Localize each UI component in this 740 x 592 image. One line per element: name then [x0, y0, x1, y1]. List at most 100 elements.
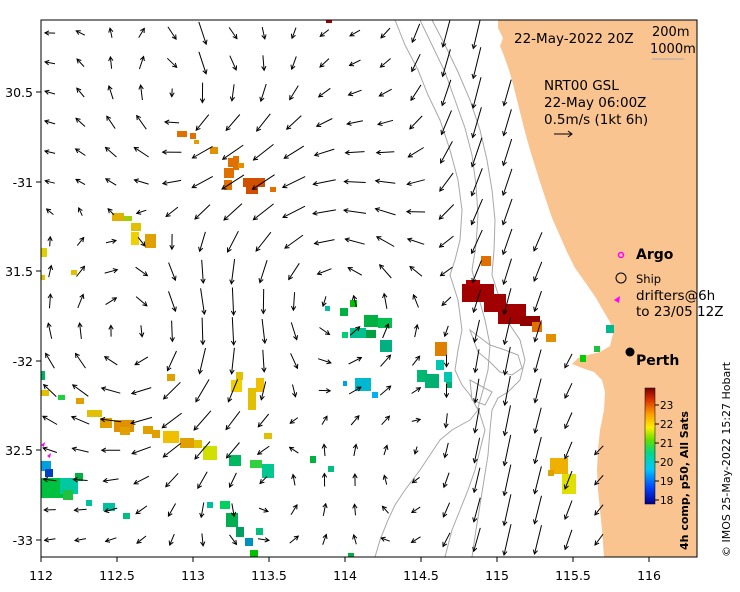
current-vector-shaft [107, 208, 115, 216]
current-vector-shaft [134, 179, 149, 185]
current-vector-shaft [322, 503, 327, 516]
current-vector-shaft [161, 412, 183, 429]
current-vector-head [165, 212, 171, 218]
current-vector-shaft [135, 505, 148, 515]
current-vector-head [261, 34, 267, 40]
current-vector-head [289, 95, 294, 101]
current-vector-head [263, 507, 269, 513]
current-vector-shaft [407, 179, 425, 185]
current-vector-shaft [289, 417, 299, 424]
current-vector-shaft [441, 296, 452, 306]
current-vector-head [324, 330, 331, 336]
current-vector-head [344, 237, 350, 243]
x-tick-label: 114.5 [403, 568, 439, 583]
current-vector-shaft [231, 287, 235, 315]
current-vector-shaft [168, 291, 176, 312]
current-vector-head [443, 392, 450, 399]
current-vector-head [470, 219, 476, 226]
current-vector-head [533, 306, 539, 313]
current-vector-shaft [167, 26, 177, 40]
current-vector-head [169, 244, 175, 251]
current-vector-head [202, 69, 208, 75]
current-vector-head [167, 511, 173, 518]
current-vector-shaft [44, 538, 56, 541]
current-vectors [41, 20, 604, 557]
current-vector-head [471, 73, 477, 80]
current-vector-head [108, 324, 114, 330]
current-vector-head [106, 115, 112, 121]
current-vector-shaft [134, 146, 149, 158]
current-vector-head [502, 550, 508, 557]
current-vector-shaft [47, 323, 53, 339]
isobath-label-200m: 200m [652, 25, 689, 40]
current-vector-shaft [502, 138, 513, 166]
current-vector-head [442, 541, 448, 548]
current-vector-head [45, 352, 50, 359]
current-vector-head [316, 270, 323, 276]
current-vector-head [282, 213, 288, 218]
current-vector-shaft [165, 206, 179, 217]
current-vector-shaft [138, 28, 145, 38]
current-vector-head [438, 242, 445, 248]
current-vector-shaft [442, 20, 451, 48]
current-vector-head [199, 512, 205, 519]
current-vector-shaft [262, 349, 265, 372]
x-tick-label: 113.5 [251, 568, 287, 583]
current-vector-shaft [105, 240, 117, 244]
current-vector-head [200, 541, 206, 547]
current-vector-head [76, 87, 82, 93]
current-vector-shaft [201, 533, 204, 546]
current-vector-shaft [106, 115, 116, 129]
current-vector-head [99, 416, 106, 423]
current-vector-head [161, 149, 167, 155]
current-vector-shaft [438, 204, 455, 220]
current-vector-head [442, 482, 448, 489]
current-vector-shaft [474, 349, 480, 373]
current-vector-shaft [140, 85, 143, 101]
current-vector-shaft [133, 475, 150, 485]
current-vector-shaft [230, 258, 236, 284]
current-vector-head [194, 454, 200, 460]
current-vector-head [256, 126, 262, 132]
current-vector-head [563, 484, 569, 490]
current-vector-shaft [345, 151, 365, 154]
current-vector-head [288, 446, 295, 452]
current-vector-shaft [100, 418, 122, 423]
current-vector-shaft [131, 387, 152, 395]
current-vector-shaft [474, 408, 480, 433]
current-vector-head [349, 31, 355, 37]
y-tick-label: -33 [13, 533, 33, 548]
current-vector-shaft [71, 416, 90, 425]
current-vector-shaft [289, 446, 299, 454]
current-vector-shaft [564, 441, 573, 459]
current-vector-head [162, 452, 168, 458]
current-vector-shaft [533, 232, 543, 252]
current-vector-head [440, 158, 445, 164]
current-vector-head [319, 62, 325, 68]
current-vector-shaft [472, 20, 481, 49]
current-vector-shaft [259, 260, 268, 283]
current-vector-shaft [534, 466, 542, 494]
current-vector-shaft [444, 442, 449, 458]
current-vector-head [532, 519, 538, 525]
current-vector-head [356, 386, 362, 392]
current-vector-head [410, 508, 417, 514]
current-vector-head [293, 335, 299, 341]
current-vector-head [346, 120, 352, 126]
current-vector-head [202, 39, 208, 46]
current-vector-shaft [411, 23, 421, 43]
current-vector-head [43, 119, 50, 125]
current-vector-shaft [504, 405, 511, 436]
current-vector-head [415, 387, 422, 393]
current-vector-head [100, 447, 107, 453]
current-vector-shaft [411, 536, 421, 543]
current-vector-head [72, 477, 78, 483]
current-vector-shaft [381, 537, 390, 542]
current-vector-shaft [253, 144, 274, 161]
current-vector-shaft [472, 47, 482, 79]
current-vector-head [321, 472, 328, 478]
current-vector-shaft [162, 443, 182, 458]
colorbar-tick-label: 22 [660, 419, 673, 431]
current-vector-shaft [171, 320, 173, 342]
